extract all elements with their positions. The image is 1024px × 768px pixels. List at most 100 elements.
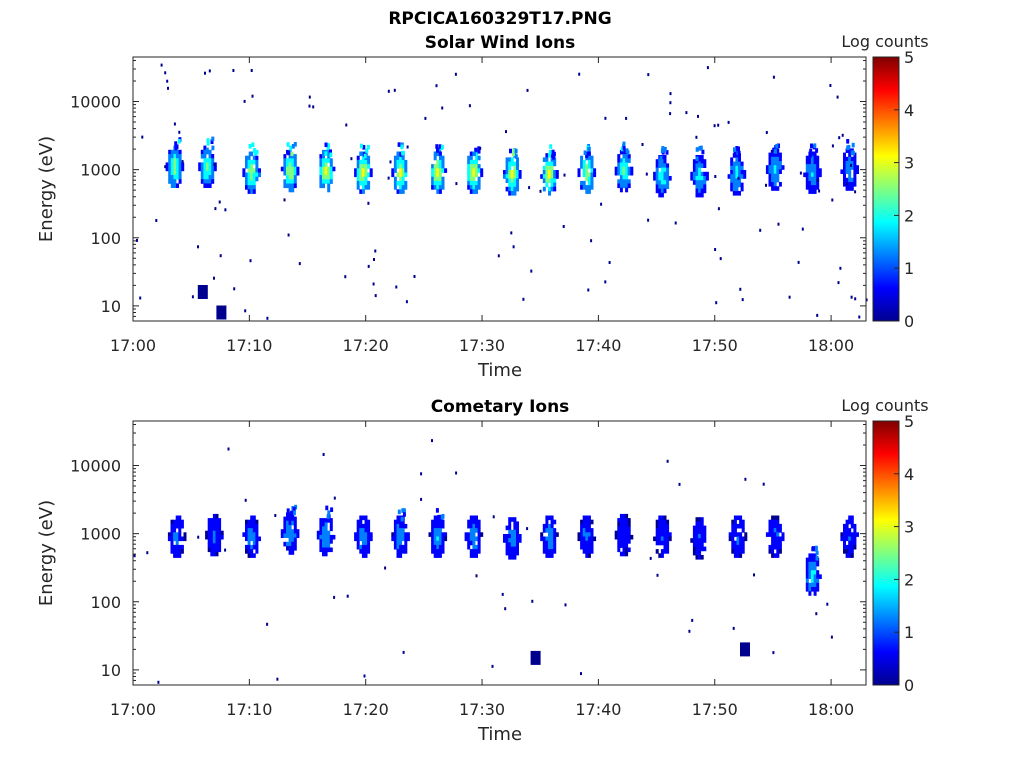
count-cell (530, 650, 541, 665)
count-cell (698, 555, 702, 560)
count-cell (808, 570, 812, 575)
count-cell (587, 544, 591, 550)
count-cell (768, 156, 772, 162)
count-cell (625, 158, 629, 163)
count-cell (469, 515, 473, 521)
colorbar-tick-label: 3 (904, 518, 914, 537)
count-cell (173, 170, 177, 176)
count-cell (399, 519, 403, 525)
count-cell (843, 540, 846, 546)
count-cell (173, 519, 177, 525)
count-cell (356, 176, 360, 182)
count-cell (837, 281, 840, 285)
count-cell (812, 546, 815, 551)
count-cell (655, 519, 659, 525)
count-cell (590, 176, 594, 182)
count-cell (176, 175, 179, 180)
count-cell (433, 553, 437, 558)
count-cell (399, 159, 403, 165)
count-cell (286, 142, 290, 147)
count-cell (625, 183, 629, 189)
count-cell (808, 172, 812, 178)
count-cell (853, 182, 857, 187)
count-cell (255, 536, 259, 542)
count-cell (688, 629, 691, 633)
count-cell (776, 515, 780, 521)
count-cell (776, 186, 780, 191)
count-cell (622, 149, 626, 155)
count-cell (356, 540, 360, 546)
count-cell (731, 519, 735, 525)
count-cell (510, 231, 513, 235)
count-cell (322, 453, 325, 456)
count-cell (510, 534, 514, 539)
count-cell (438, 185, 442, 190)
count-cell (361, 185, 365, 190)
count-cell (178, 532, 182, 537)
count-cell (397, 142, 401, 147)
count-cell (255, 540, 259, 546)
count-cell (695, 546, 699, 552)
heatmap-data (133, 439, 859, 684)
count-cell (361, 189, 365, 194)
count-cell (255, 155, 259, 161)
count-cell (319, 154, 323, 159)
count-cell (469, 155, 473, 161)
count-cell (247, 159, 251, 165)
count-cell (563, 173, 566, 177)
count-cell (399, 515, 403, 521)
count-cell (197, 285, 208, 299)
count-cell (580, 536, 584, 542)
count-cell (178, 536, 182, 542)
count-cell (692, 550, 696, 556)
count-cell (545, 170, 549, 175)
count-cell (700, 155, 704, 160)
count-cell (578, 72, 581, 76)
count-cell (848, 528, 852, 533)
ion-cluster (319, 142, 336, 193)
count-cell (690, 538, 694, 543)
count-cell (545, 549, 549, 554)
count-cell (516, 525, 519, 531)
count-cell (435, 144, 439, 149)
count-cell (553, 528, 557, 533)
count-cell (325, 505, 329, 511)
ion-cluster (653, 515, 672, 558)
count-cell (255, 168, 259, 173)
count-cell (768, 152, 772, 158)
count-cell (545, 182, 549, 188)
count-cell (698, 146, 702, 151)
count-cell (851, 150, 855, 156)
count-cell (695, 188, 699, 194)
count-cell (658, 528, 662, 533)
count-cell (550, 553, 554, 558)
count-cell (735, 191, 739, 196)
count-cell (663, 536, 667, 542)
count-cell (436, 176, 440, 182)
count-cell (205, 147, 209, 153)
count-cell (585, 168, 589, 173)
count-cell (322, 551, 325, 557)
count-cell (441, 176, 445, 182)
count-cell (472, 549, 476, 554)
count-cell (401, 155, 405, 161)
count-cell (367, 549, 371, 554)
count-cell (808, 591, 812, 596)
count-cell (845, 182, 848, 186)
count-cell (698, 550, 702, 556)
count-cell (508, 182, 512, 188)
count-cell (167, 86, 169, 90)
count-cell (740, 642, 750, 657)
count-cell (545, 553, 549, 558)
count-cell (831, 144, 834, 148)
count-cell (208, 149, 212, 155)
count-cell (508, 546, 512, 552)
count-cell (808, 155, 812, 161)
count-cell (614, 530, 618, 536)
count-cell (700, 542, 704, 547)
count-cell (170, 544, 174, 550)
count-cell (441, 180, 445, 186)
count-cell (695, 180, 699, 185)
count-cell (286, 533, 289, 538)
count-cell (322, 162, 325, 168)
